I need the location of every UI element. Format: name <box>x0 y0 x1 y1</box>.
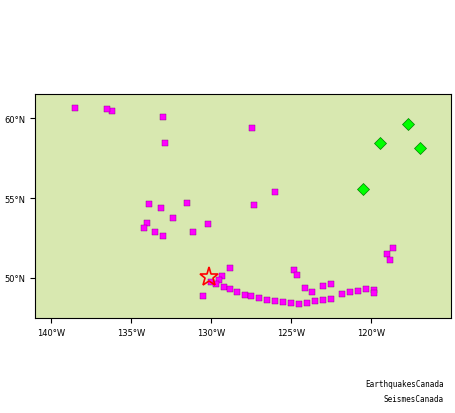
Text: EarthquakesCanada: EarthquakesCanada <box>365 379 444 388</box>
Text: SeismesCanada: SeismesCanada <box>384 394 444 403</box>
